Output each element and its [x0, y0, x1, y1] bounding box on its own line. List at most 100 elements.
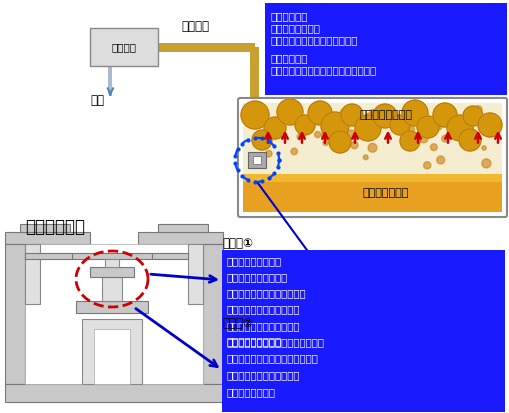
Circle shape [372, 104, 396, 128]
Circle shape [241, 101, 268, 129]
Circle shape [436, 156, 444, 164]
Text: 通気孔を２倍に拡大: 通気孔を２倍に拡大 [227, 272, 288, 282]
Circle shape [468, 112, 475, 119]
Text: 《通気性能》: 《通気性能》 [270, 53, 308, 63]
Bar [242, 103, 501, 173]
Text: 通気孔の拡大量を最小に抑えた】: 通気孔の拡大量を最小に抑えた】 [227, 337, 324, 347]
Bar [82, 319, 142, 384]
Bar [76, 301, 148, 313]
Circle shape [294, 115, 315, 135]
Bar [102, 277, 122, 301]
Text: 気化したガソリン: 気化したガソリン [358, 110, 411, 120]
Circle shape [421, 128, 430, 137]
Bar [105, 259, 119, 267]
Text: ガソリン: ガソリン [181, 20, 209, 33]
Circle shape [314, 131, 320, 138]
Text: 通気流量を１割高めつつ: 通気流量を１割高めつつ [227, 321, 300, 331]
Circle shape [416, 116, 438, 138]
Text: 気化したガソリンを濾過装置へ流す: 気化したガソリンを濾過装置へ流す [270, 65, 377, 75]
Circle shape [458, 129, 480, 151]
Bar [94, 329, 130, 384]
Circle shape [347, 130, 355, 139]
Bar [188, 244, 203, 304]
Circle shape [349, 106, 353, 110]
Circle shape [441, 135, 447, 142]
Circle shape [276, 99, 302, 125]
Circle shape [328, 131, 350, 153]
Circle shape [362, 125, 371, 134]
Bar [25, 253, 72, 259]
Text: 《密閉性能》: 《密閉性能》 [270, 11, 308, 21]
Text: 【密閉性能の維持】: 【密閉性能の維持】 [227, 336, 281, 346]
Bar [20, 224, 70, 232]
Circle shape [321, 131, 329, 139]
Circle shape [251, 130, 271, 150]
Bar [242, 173, 501, 212]
Circle shape [369, 109, 375, 115]
Text: 【通気性能の向上】: 【通気性能の向上】 [227, 256, 281, 266]
Text: 空気: 空気 [90, 94, 104, 107]
Circle shape [320, 112, 348, 140]
Bar [250, 47, 259, 148]
Text: 通気孔拡大の背反となる: 通気孔拡大の背反となる [227, 370, 300, 380]
Circle shape [407, 126, 414, 133]
Bar [108, 66, 112, 94]
Text: 【通気孔にリブ形状を設けて: 【通気孔にリブ形状を設けて [227, 288, 306, 298]
Bar [5, 384, 222, 402]
Circle shape [481, 159, 490, 168]
Bar [72, 253, 152, 259]
Bar [138, 232, 222, 244]
Circle shape [365, 113, 372, 119]
Circle shape [399, 131, 419, 151]
Bar [5, 232, 90, 244]
Bar [221, 330, 504, 412]
Text: 密閉性能を維持: 密閉性能を維持 [227, 387, 275, 397]
Circle shape [264, 117, 286, 139]
Bar [25, 244, 40, 304]
Circle shape [265, 150, 271, 157]
Bar [25, 244, 203, 384]
Circle shape [434, 123, 441, 130]
Text: 濾過装置: 濾過装置 [111, 42, 136, 52]
Circle shape [296, 134, 303, 140]
Circle shape [423, 162, 430, 169]
Text: 断面イメージ: 断面イメージ [25, 218, 85, 236]
Text: 車両が搖れても: 車両が搖れても [270, 23, 320, 33]
Circle shape [354, 115, 380, 141]
Circle shape [389, 115, 409, 135]
Text: 液状のガソリン: 液状のガソリン [362, 188, 408, 198]
Bar [203, 244, 222, 384]
Text: 気流を制御することで、: 気流を制御することで、 [227, 304, 300, 315]
Circle shape [290, 148, 297, 155]
Circle shape [469, 117, 475, 124]
Circle shape [419, 135, 427, 143]
Circle shape [473, 106, 481, 113]
Text: 液状のガソリンを漏らさない: 液状のガソリンを漏らさない [270, 35, 358, 45]
Circle shape [340, 109, 346, 115]
Circle shape [462, 106, 482, 126]
Circle shape [367, 143, 376, 152]
Bar [242, 173, 501, 182]
Bar [265, 3, 506, 95]
Circle shape [432, 103, 456, 127]
Circle shape [322, 140, 328, 145]
Circle shape [481, 146, 485, 150]
Circle shape [430, 144, 436, 151]
FancyBboxPatch shape [238, 98, 506, 217]
Circle shape [341, 104, 362, 126]
Bar [158, 224, 208, 232]
Text: ゴムシートを追加することで、: ゴムシートを追加することで、 [227, 353, 318, 363]
Bar [5, 244, 25, 384]
Bar [250, 140, 260, 148]
Bar [158, 43, 254, 52]
Circle shape [326, 123, 331, 128]
Circle shape [401, 100, 427, 126]
Bar [221, 250, 504, 360]
Text: 新構造①: 新構造① [221, 237, 252, 250]
Bar [152, 253, 188, 259]
Circle shape [446, 115, 472, 141]
Bar [90, 267, 134, 277]
Circle shape [477, 113, 501, 137]
Circle shape [362, 155, 367, 160]
Circle shape [350, 142, 357, 149]
